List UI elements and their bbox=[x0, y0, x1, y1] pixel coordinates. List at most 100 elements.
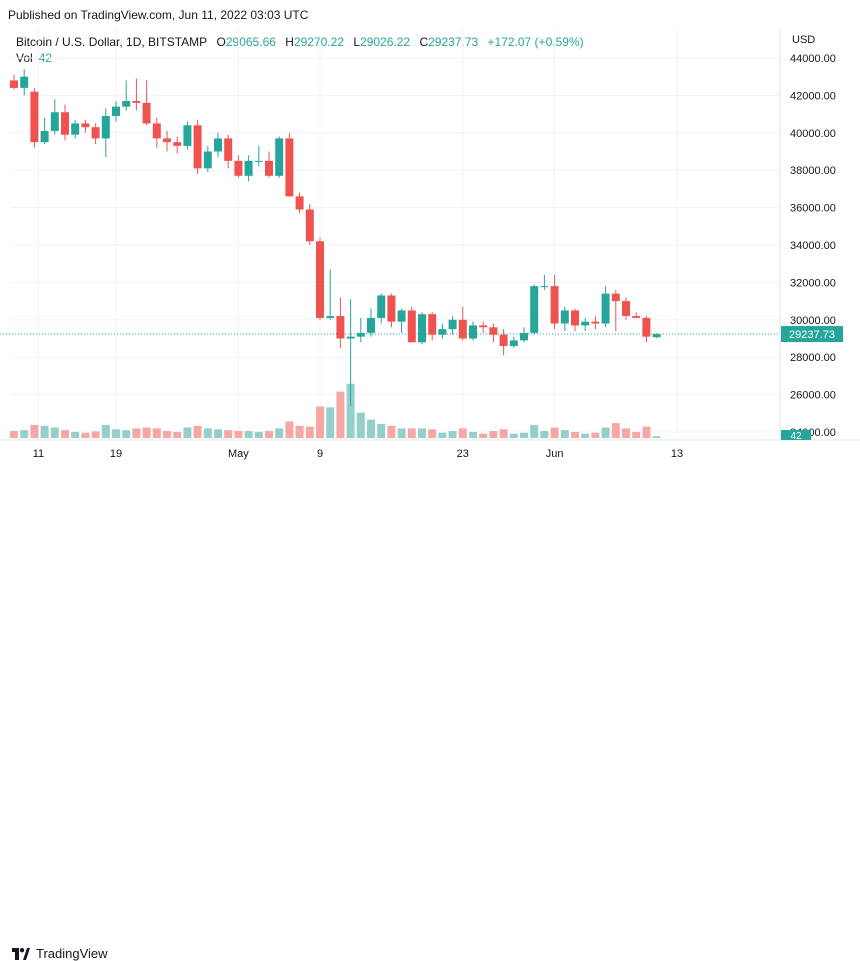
volume-bar bbox=[295, 425, 304, 438]
candle-body bbox=[20, 76, 29, 88]
volume-bar bbox=[183, 427, 192, 438]
volume-bar bbox=[458, 428, 467, 438]
candle-body bbox=[632, 316, 641, 318]
volume-bar bbox=[61, 430, 69, 438]
ohlc-high: H29270.22 bbox=[285, 35, 344, 49]
candle-body bbox=[571, 310, 579, 326]
ohlc-close: C29237.73 bbox=[419, 35, 478, 49]
candle-body bbox=[163, 138, 171, 143]
volume-bar bbox=[265, 431, 273, 438]
candle-body bbox=[520, 332, 528, 341]
volume-bar bbox=[10, 431, 18, 438]
footer: TradingView bbox=[0, 470, 860, 961]
price-change: +172.07 (+0.59%) bbox=[487, 35, 584, 49]
candle-body bbox=[346, 336, 355, 339]
volume-bar bbox=[152, 428, 161, 438]
volume-bar bbox=[30, 424, 39, 438]
volume-bar bbox=[622, 428, 630, 438]
volume-bar bbox=[520, 432, 528, 438]
volume-bar bbox=[397, 428, 406, 438]
candle-body bbox=[326, 316, 335, 318]
time-axis[interactable]: 11 19 May 9 23 Jun 13 bbox=[33, 448, 683, 460]
volume-bar bbox=[367, 419, 375, 438]
volume-bar bbox=[632, 431, 641, 438]
candle-body bbox=[275, 138, 284, 176]
time-tick-label: 19 bbox=[110, 448, 122, 460]
time-tick-label: 23 bbox=[457, 448, 469, 460]
candle-body bbox=[173, 142, 182, 146]
volume-bar bbox=[438, 432, 447, 438]
volume-bar bbox=[591, 432, 600, 438]
candle-body bbox=[428, 314, 437, 335]
candle-body bbox=[244, 160, 253, 176]
currency-label[interactable]: USD bbox=[792, 34, 816, 46]
time-tick-label: 11 bbox=[33, 448, 44, 460]
candle-body bbox=[40, 130, 49, 143]
volume-bar bbox=[244, 431, 253, 438]
candle-body bbox=[71, 123, 80, 135]
candlesticks bbox=[10, 69, 661, 406]
price-tick-label: 40000.00 bbox=[790, 128, 836, 140]
volume-bar bbox=[407, 428, 416, 438]
candle-body bbox=[91, 127, 100, 139]
candle-body bbox=[183, 125, 192, 146]
volume-bar bbox=[81, 432, 90, 438]
volume-bar bbox=[560, 430, 569, 438]
price-tick-label: 34000.00 bbox=[790, 240, 836, 252]
price-tick-label: 32000.00 bbox=[790, 277, 836, 289]
price-chart[interactable]: 24000.0026000.0028000.0030000.0032000.00… bbox=[0, 0, 860, 470]
volume-bar bbox=[428, 429, 437, 438]
candle-body bbox=[407, 310, 416, 343]
volume-bar bbox=[50, 427, 59, 438]
volume-bar bbox=[101, 424, 110, 438]
volume-bar bbox=[530, 424, 539, 438]
candle-body bbox=[418, 314, 426, 343]
candle-body bbox=[295, 196, 304, 210]
volume-bar bbox=[234, 431, 243, 438]
candle-body bbox=[316, 241, 324, 318]
volume-bar bbox=[601, 427, 610, 438]
volume-bar bbox=[581, 433, 590, 438]
volume-bar bbox=[40, 425, 49, 438]
volume-bar bbox=[305, 426, 314, 438]
candle-body bbox=[550, 286, 559, 324]
high-value: 29270.22 bbox=[293, 35, 344, 49]
volume-badge-bg bbox=[781, 430, 811, 440]
candle-body bbox=[652, 334, 661, 338]
candle-body bbox=[499, 334, 508, 346]
last-price-badge: 29237.73 bbox=[789, 329, 835, 341]
price-tick-label: 42000.00 bbox=[790, 90, 836, 102]
candle-body bbox=[622, 301, 630, 317]
volume-bar bbox=[550, 427, 559, 438]
open-label: O bbox=[216, 35, 226, 49]
volume-bar bbox=[326, 407, 335, 438]
price-axis[interactable]: 24000.0026000.0028000.0030000.0032000.00… bbox=[790, 53, 836, 439]
time-tick-label: Jun bbox=[546, 448, 564, 460]
volume-bar bbox=[20, 430, 29, 438]
candle-body bbox=[285, 138, 294, 197]
volume-bar bbox=[142, 427, 151, 438]
candle-body bbox=[479, 325, 488, 328]
publish-header: Published on TradingView.com, Jun 11, 20… bbox=[0, 0, 860, 30]
volume-bar bbox=[193, 425, 202, 438]
candle-body bbox=[611, 293, 620, 302]
candle-body bbox=[101, 115, 110, 139]
symbol-title[interactable]: Bitcoin / U.S. Dollar, 1D, BITSTAMP bbox=[16, 35, 208, 49]
volume-bar bbox=[346, 383, 355, 438]
volume-bar bbox=[377, 424, 386, 438]
candle-body bbox=[438, 329, 447, 335]
candle-body bbox=[336, 316, 345, 339]
candle-body bbox=[203, 151, 212, 169]
volume-bar bbox=[112, 429, 120, 438]
volume-bar bbox=[571, 431, 579, 438]
price-tick-label: 30000.00 bbox=[790, 315, 836, 327]
candle-body bbox=[61, 112, 69, 135]
tradingview-logo[interactable]: TradingView bbox=[12, 946, 108, 961]
volume-bar bbox=[203, 428, 212, 438]
candle-body bbox=[356, 332, 365, 337]
candle-body bbox=[214, 138, 222, 152]
volume-bar bbox=[611, 423, 620, 438]
candle-body bbox=[132, 101, 141, 103]
volume-bar bbox=[275, 428, 284, 438]
volume-bar bbox=[71, 431, 80, 438]
